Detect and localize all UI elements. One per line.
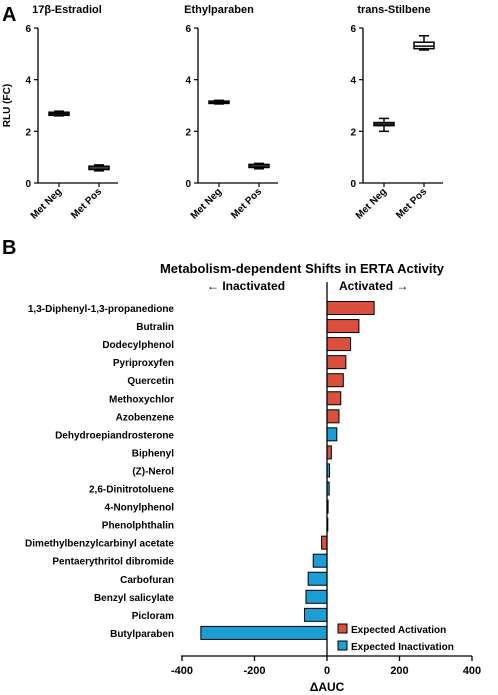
category-label: Azobenzene [116,412,175,423]
x-tick-label: Met Neg [29,186,64,221]
y-tick-label: 0 [25,179,31,190]
box-1 [208,99,230,105]
category-label: (Z)-Nerol [132,466,174,477]
y-tick-label: 2 [25,127,31,138]
category-label: Biphenyl [132,448,174,459]
y-tick-label: 4 [185,76,191,87]
activated-annotation: Activated → [339,279,408,293]
box-2 [413,35,435,51]
category-label: Dodecylphenol [102,340,174,351]
x-tick-label: 400 [463,665,481,677]
y-tick-label: 6 [25,24,31,35]
legend-label: Expected Inactivation [351,642,454,653]
bar [200,625,328,640]
chart-title: Metabolism-dependent Shifts in ERTA Acti… [160,261,445,276]
category-label: Benzyl salicylate [94,593,174,604]
bar [321,535,328,550]
box-plot-3: trans-Stilbene 0 2 4 6 Met Neg Met Pos [350,4,443,222]
box-2 [88,164,110,172]
box-plot-1: 17β-Estradiol 0 2 4 6 RLU (FC) Met Neg Met Pos [2,4,118,222]
category-label: Butralin [136,322,174,333]
bar [305,589,328,604]
x-tick-label: 200 [390,665,408,677]
legend-swatch [337,640,348,651]
bar [326,355,347,370]
inactivated-annotation: ← Inactivated [207,279,285,293]
category-label: Carbofuran [120,575,174,586]
category-label: Quercetin [127,376,174,387]
bar [304,607,328,622]
category-label: 2,6-Dinitrotoluene [89,485,174,496]
y-tick-label: 2 [350,127,356,138]
x-axis-label: ΔAUC [310,680,345,694]
chart-title: trans-Stilbene [357,4,430,16]
legend-swatch [337,623,348,634]
bar [326,445,332,460]
bar [326,427,338,442]
x-tick-label: Met Neg [354,186,389,221]
category-label: 1,3-Diphenyl-1,3-propanedione [28,304,175,315]
box-1 [48,110,70,117]
x-tick-label: Met Neg [189,186,224,221]
y-tick-label: 0 [350,179,356,190]
y-tick-label: 4 [350,76,356,87]
bar [326,301,375,315]
category-label: Dimethylbenzylcarbinyl acetate [25,539,174,550]
y-tick-label: 0 [185,179,191,190]
y-tick-label: 4 [25,76,31,87]
chart-title: 17β-Estradiol [32,4,102,16]
bar [326,391,342,406]
bar [312,553,328,568]
bar [326,319,360,334]
bar [326,337,352,352]
box-1 [373,117,395,133]
category-label: Pyriproxyfen [113,358,174,369]
category-label: Methoxychlor [109,394,174,405]
x-tick-label: Met Pos [394,186,429,221]
legend-label: Expected Activation [351,625,446,636]
category-label: Dehydroepiandrosterone [55,430,174,441]
y-tick-label: 2 [185,127,191,138]
category-label: 4-Nonylphenol [105,503,175,514]
panel-b-bar-chart: Metabolism-dependent Shifts in ERTA Acti… [25,261,481,694]
x-tick-label: Met Pos [229,186,264,221]
category-label: Picloram [132,611,174,622]
bar [326,409,340,424]
category-label: Pentaerythritol dibromide [52,557,174,568]
y-axis-label: RLU (FC) [2,84,13,127]
category-label: Phenolphthalin [102,521,174,532]
x-tick-label: Met Pos [69,186,104,221]
panel-b-letter: B [2,237,16,259]
y-tick-label: 6 [185,24,191,35]
x-tick-label: -200 [243,665,265,677]
panel-a-letter: A [2,4,16,26]
x-tick-label: 0 [324,665,330,677]
bar [307,571,328,586]
y-tick-label: 6 [350,24,356,35]
x-tick-label: -400 [171,665,193,677]
box-2 [248,162,270,170]
bar [326,373,344,388]
category-label: Butylparaben [110,629,174,640]
chart-title: Ethylparaben [184,4,254,16]
box-plot-2: Ethylparaben 0 2 4 6 Met Neg Met Pos [184,4,278,222]
